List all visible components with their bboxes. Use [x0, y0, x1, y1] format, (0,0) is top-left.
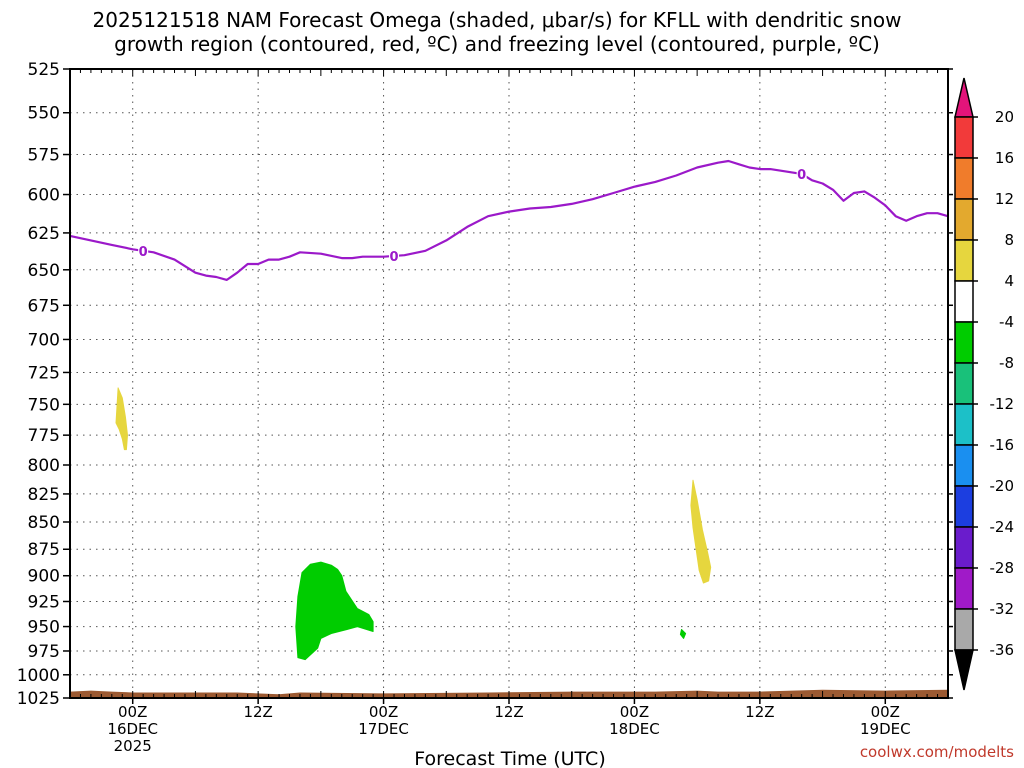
- xtick-label-42-0: 12Z: [494, 703, 523, 721]
- ytick-label-900: 900: [28, 567, 60, 587]
- plot-area: [70, 69, 948, 698]
- xtick-label-78-1: 19DEC: [860, 720, 911, 738]
- xtick-label-6-2: 2025: [114, 737, 152, 755]
- contour-label-1: 0: [390, 250, 399, 265]
- chart-title: 2025121518 NAM Forecast Omega (shaded, μ…: [93, 8, 902, 56]
- colorbar-band-0: [954, 116, 974, 159]
- colorbar-band-12: [954, 608, 974, 651]
- colorbar-label-0: 20: [995, 108, 1014, 126]
- contour-label-bg-0: [138, 242, 149, 258]
- colorbar-band-9: [954, 485, 974, 528]
- ytick-label-575: 575: [28, 146, 60, 166]
- ytick-label-975: 975: [28, 642, 60, 662]
- ytick-label-925: 925: [28, 592, 60, 612]
- ytick-label-675: 675: [28, 296, 60, 316]
- omega-shading: [115, 387, 712, 661]
- colorbar-band-3: [954, 239, 974, 282]
- ytick-label-625: 625: [28, 224, 60, 244]
- xtick-label-30-0: 00Z: [369, 703, 398, 721]
- colorbar-label-12: -32: [990, 600, 1015, 618]
- contour-label-bg-1: [389, 247, 400, 263]
- colorbar-label-3: 8: [1004, 231, 1014, 249]
- colorbar-label-11: -28: [990, 559, 1015, 577]
- ytick-label-600: 600: [28, 186, 60, 206]
- colorbar-top-arrow: [954, 77, 974, 118]
- gridlines: [70, 68, 948, 699]
- ytick-label-1000: 1000: [17, 666, 60, 686]
- ytick-label-550: 550: [28, 104, 60, 124]
- ytick-label-725: 725: [28, 363, 60, 383]
- ytick-label-1025: 1025: [17, 689, 60, 709]
- xtick-label-6-0: 00Z: [118, 703, 147, 721]
- green-dot-18dec: [679, 629, 687, 639]
- ytick-label-825: 825: [28, 485, 60, 505]
- yellow-patch-16dec: [115, 387, 128, 451]
- colorbar-band-1: [954, 157, 974, 200]
- colorbar-band-7: [954, 403, 974, 446]
- colorbar-label-5: -4: [999, 313, 1014, 331]
- title-line-1: 2025121518 NAM Forecast Omega (shaded, μ…: [93, 8, 902, 32]
- freezing-level-contour: 0 0 0: [69, 159, 949, 281]
- xtick-label-54-0: 00Z: [620, 703, 649, 721]
- colorbar-label-1: 16: [995, 149, 1014, 167]
- title-line-2: growth region (contoured, red, ºC) and f…: [114, 32, 880, 56]
- xtick-label-54-1: 18DEC: [609, 720, 660, 738]
- x-axis-label: Forecast Time (UTC): [414, 748, 605, 768]
- ytick-label-800: 800: [28, 456, 60, 476]
- colorbar-label-2: 12: [995, 190, 1014, 208]
- colorbar-band-8: [954, 444, 974, 487]
- contour-label-2: 0: [797, 168, 806, 183]
- y-axis: 525 550 575 600 625 650 675 700 725 750 775 800 825 8…: [17, 60, 953, 709]
- colorbar-label-13: -36: [990, 641, 1015, 659]
- colorbar-band-4: [954, 280, 974, 323]
- colorbar-band-5: [954, 321, 974, 364]
- colorbar-band-10: [954, 526, 974, 569]
- contour-label-bg-2: [796, 165, 807, 181]
- green-patch-17dec: [295, 561, 374, 661]
- colorbar-band-2: [954, 198, 974, 241]
- xtick-label-66-0: 12Z: [745, 703, 774, 721]
- xtick-label-18-0: 12Z: [243, 703, 272, 721]
- ytick-label-875: 875: [28, 540, 60, 560]
- credit-text: coolwx.com/modelts: [860, 743, 1014, 761]
- xtick-label-78-0: 00Z: [871, 703, 900, 721]
- colorbar-label-6: -8: [999, 354, 1014, 372]
- contour-label-0: 0: [139, 245, 148, 260]
- yellow-patch-18dec: [690, 479, 712, 584]
- colorbar-label-8: -16: [990, 436, 1015, 454]
- colorbar-label-7: -12: [990, 395, 1015, 413]
- colorbar-bottom-arrow: [954, 649, 974, 691]
- colorbar-band-6: [954, 362, 974, 405]
- freezing-level-line: [69, 159, 949, 281]
- colorbar-label-10: -24: [990, 518, 1015, 536]
- xtick-label-30-1: 17DEC: [358, 720, 409, 738]
- ytick-label-950: 950: [28, 618, 60, 638]
- ytick-label-775: 775: [28, 426, 60, 446]
- ytick-label-650: 650: [28, 261, 60, 281]
- ytick-label-850: 850: [28, 513, 60, 533]
- ytick-label-700: 700: [28, 330, 60, 350]
- colorbar: 20 16 12 8 4 -4 -8 -12 -16 -20 -24 -28 -32 -36: [954, 77, 1015, 691]
- colorbar-band-11: [954, 567, 974, 610]
- ytick-label-750: 750: [28, 395, 60, 415]
- plot-background: [70, 69, 948, 698]
- colorbar-label-9: -20: [990, 477, 1015, 495]
- colorbar-label-4: 4: [1004, 272, 1014, 290]
- ytick-label-525: 525: [28, 60, 60, 80]
- xtick-label-6-1: 16DEC: [107, 720, 158, 738]
